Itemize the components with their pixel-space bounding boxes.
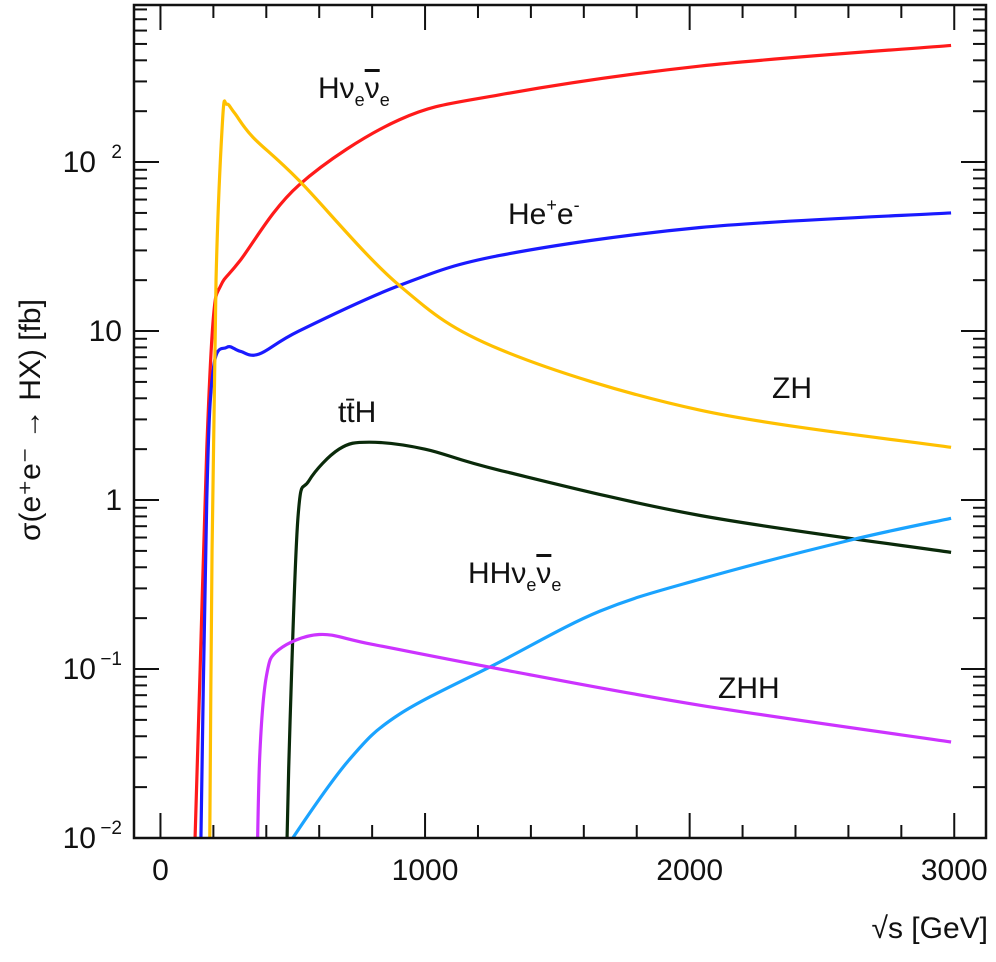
x-tick-label: 1000 xyxy=(392,854,459,887)
x-tick-label: 2000 xyxy=(656,854,723,887)
y-tick-exponent: −2 xyxy=(100,818,122,839)
y-tick-exponent: −1 xyxy=(100,649,122,670)
series-line-2 xyxy=(208,99,952,838)
curves xyxy=(193,43,952,838)
y-axis-label: σ(e⁺e⁻ → HX) [fb] xyxy=(14,299,47,541)
series-line-0 xyxy=(193,43,952,838)
labels: Hνeνe He+e- ZH tt̄H HHνeνe ZHH xyxy=(318,72,812,705)
series-line-4 xyxy=(290,516,952,838)
y-tick-label: 10 xyxy=(63,146,96,179)
y-tick-label: 1 xyxy=(105,484,122,517)
plot-frame xyxy=(132,3,988,840)
series-label-2: ZH xyxy=(772,372,812,405)
y-tick-exponent: 2 xyxy=(111,142,122,163)
series-label-4: HHνeνe xyxy=(468,557,561,595)
x-axis-label: √s [GeV] xyxy=(872,912,989,945)
series-line-3 xyxy=(285,440,952,838)
y-tick-label: 10 xyxy=(63,653,96,686)
series-label-3: tt̄H xyxy=(338,396,376,429)
x-tick-label: 3000 xyxy=(921,854,988,887)
series-line-5 xyxy=(256,632,952,838)
x-tick-label: 0 xyxy=(152,854,169,887)
series-label-5: ZHH xyxy=(718,672,780,705)
series-label-1: He+e- xyxy=(508,195,580,231)
y-tick-label: 10 xyxy=(89,315,122,348)
y-tick-label: 10 xyxy=(63,822,96,855)
series-line-1 xyxy=(199,211,952,838)
series-label-0: Hνeνe xyxy=(318,72,390,110)
